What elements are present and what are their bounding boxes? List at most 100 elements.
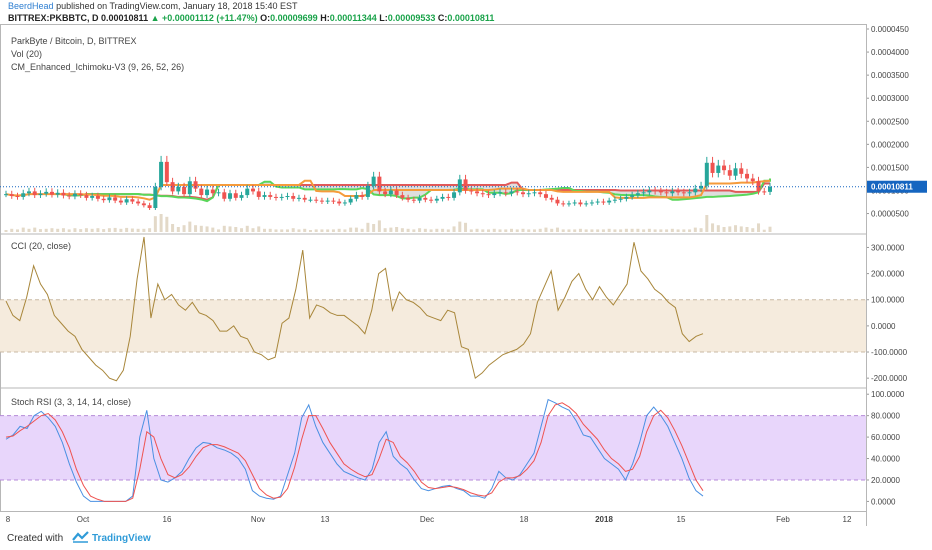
cci-pane[interactable]: 300.0000 200.0000 100.0000 0.0000 -100.0000 -… xyxy=(0,236,908,383)
candle[interactable] xyxy=(618,198,623,200)
candle[interactable] xyxy=(55,192,60,195)
candle[interactable] xyxy=(612,199,617,201)
candle[interactable] xyxy=(314,199,319,201)
candle[interactable] xyxy=(532,192,537,194)
candle[interactable] xyxy=(159,161,164,187)
candle[interactable] xyxy=(365,185,370,197)
candle[interactable] xyxy=(768,186,772,192)
candle[interactable] xyxy=(38,193,43,196)
candle[interactable] xyxy=(291,196,296,199)
time-axis[interactable]: 8 Oct 16 Nov 13 Dec 18 2018 15 Feb 12 xyxy=(6,515,852,524)
candle[interactable] xyxy=(727,170,732,176)
candle[interactable] xyxy=(555,199,560,204)
candle[interactable] xyxy=(595,201,600,203)
candle[interactable] xyxy=(687,192,692,194)
candle[interactable] xyxy=(302,197,307,200)
candle[interactable] xyxy=(509,191,514,194)
candle[interactable] xyxy=(710,162,715,173)
candles[interactable] xyxy=(4,155,772,211)
tradingview-brand[interactable]: TradingView xyxy=(92,533,151,544)
candle[interactable] xyxy=(360,195,365,197)
candle[interactable] xyxy=(251,188,256,192)
candle[interactable] xyxy=(4,194,8,196)
candle[interactable] xyxy=(147,205,152,209)
candle[interactable] xyxy=(543,194,548,198)
candle[interactable] xyxy=(308,199,313,201)
candle[interactable] xyxy=(67,195,72,197)
candle[interactable] xyxy=(624,196,629,199)
candle[interactable] xyxy=(279,196,284,198)
candle[interactable] xyxy=(239,195,244,198)
cci-line[interactable] xyxy=(5,236,704,382)
candle[interactable] xyxy=(670,191,675,194)
candle[interactable] xyxy=(256,191,261,197)
candle[interactable] xyxy=(492,193,497,196)
candle[interactable] xyxy=(716,165,721,173)
candle[interactable] xyxy=(515,191,520,193)
candle[interactable] xyxy=(429,199,434,201)
candle[interactable] xyxy=(348,198,353,203)
candle[interactable] xyxy=(319,200,324,202)
chart-canvas[interactable]: 0.0000450 0.0004000 0.0003500 0.0003000 0.00… xyxy=(0,24,932,526)
candle[interactable] xyxy=(216,192,221,194)
candle[interactable] xyxy=(578,202,583,205)
candle[interactable] xyxy=(457,179,462,193)
candle[interactable] xyxy=(538,192,543,195)
candle[interactable] xyxy=(722,165,727,171)
candle[interactable] xyxy=(406,197,411,200)
candle[interactable] xyxy=(503,192,508,194)
candle[interactable] xyxy=(273,196,278,198)
candle[interactable] xyxy=(463,179,468,191)
candle[interactable] xyxy=(164,161,169,183)
candle[interactable] xyxy=(647,190,652,193)
candle[interactable] xyxy=(21,193,26,197)
candle[interactable] xyxy=(32,191,37,196)
candle[interactable] xyxy=(452,192,457,198)
candle[interactable] xyxy=(475,191,480,194)
candle[interactable] xyxy=(268,195,273,197)
candle[interactable] xyxy=(285,196,290,198)
candle[interactable] xyxy=(704,162,709,186)
candle[interactable] xyxy=(394,190,399,196)
candle[interactable] xyxy=(187,181,192,195)
candle[interactable] xyxy=(153,186,158,209)
candle[interactable] xyxy=(101,198,106,201)
candle[interactable] xyxy=(233,193,238,198)
stoch-d-line[interactable] xyxy=(5,402,704,502)
candle[interactable] xyxy=(630,195,635,197)
candle[interactable] xyxy=(440,196,445,199)
candle[interactable] xyxy=(520,192,525,195)
candle[interactable] xyxy=(607,200,612,203)
candle[interactable] xyxy=(411,199,416,201)
candle[interactable] xyxy=(176,186,181,192)
candle[interactable] xyxy=(584,203,589,205)
candle[interactable] xyxy=(693,188,698,193)
candle[interactable] xyxy=(589,202,594,204)
candle[interactable] xyxy=(49,191,54,195)
candle[interactable] xyxy=(681,192,686,194)
candle[interactable] xyxy=(480,193,485,195)
candle[interactable] xyxy=(699,185,704,189)
candle[interactable] xyxy=(750,178,755,182)
candle[interactable] xyxy=(118,200,123,203)
candle[interactable] xyxy=(434,198,439,201)
candle[interactable] xyxy=(26,191,31,194)
candle[interactable] xyxy=(113,197,118,201)
candle[interactable] xyxy=(676,191,681,193)
candle[interactable] xyxy=(498,192,503,194)
candle[interactable] xyxy=(296,197,301,199)
candle[interactable] xyxy=(561,203,566,205)
candle[interactable] xyxy=(653,190,658,192)
candle[interactable] xyxy=(84,195,89,198)
candle[interactable] xyxy=(205,189,210,196)
candle[interactable] xyxy=(44,191,49,194)
candle[interactable] xyxy=(549,197,554,200)
candle[interactable] xyxy=(124,199,129,203)
candle[interactable] xyxy=(388,190,393,195)
candle[interactable] xyxy=(566,203,571,205)
candle[interactable] xyxy=(383,191,388,195)
candle[interactable] xyxy=(193,181,198,189)
price-pane[interactable]: 0.0000450 0.0004000 0.0003500 0.0003000 0.00… xyxy=(0,25,927,232)
candle[interactable] xyxy=(210,189,215,194)
candle[interactable] xyxy=(641,192,646,194)
